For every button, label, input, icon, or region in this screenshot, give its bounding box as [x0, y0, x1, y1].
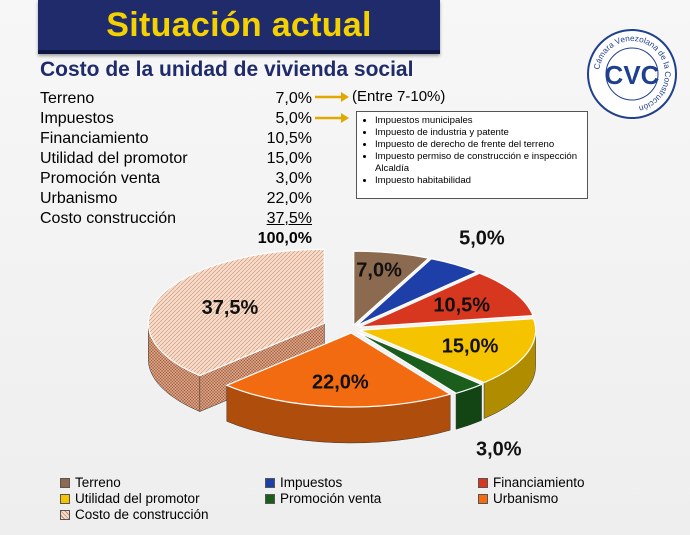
legend-item: Financiamiento [478, 475, 585, 490]
legend-item: Impuestos [265, 475, 342, 490]
pie-data-label: 5,0% [459, 230, 505, 249]
legend-swatch [60, 493, 70, 504]
pie-tops [147, 248, 537, 408]
cost-label: Impuestos [40, 110, 114, 127]
cost-value: 7,0% [275, 90, 312, 107]
pie-data-label: 3,0% [476, 438, 522, 460]
cost-value: 10,5% [266, 130, 312, 147]
cost-label: Utilidad del promotor [40, 150, 188, 167]
tax-item: Impuesto de industria y patente [375, 127, 583, 139]
pie-data-label: 22,0% [312, 372, 369, 394]
page-title: Situación actual [106, 5, 372, 44]
tax-item: Impuesto habitabilidad [375, 175, 583, 187]
cost-row-promocion: Promoción venta 3,0% [40, 170, 312, 190]
legend-item: Terreno [60, 475, 121, 490]
pie-slice-terreno [353, 250, 430, 327]
cost-row-urbanismo: Urbanismo 22,0% [40, 190, 312, 210]
cost-label: Financiamiento [40, 130, 149, 147]
logo-letters: CVC [605, 60, 660, 90]
arrow-right-icon [315, 113, 349, 123]
cvc-logo-icon: Cámara Venezolana de la Construcción CVC [587, 29, 677, 119]
chart-legend: Terreno Impuestos Financiamiento Utilida… [60, 475, 620, 530]
pie-slice-impuestos [356, 258, 479, 327]
terreno-range-note: (Entre 7-10%) [352, 88, 446, 105]
cost-value: 22,0% [266, 190, 312, 207]
cost-label: Costo construcción [40, 210, 177, 227]
pie-slice-financiamiento [358, 272, 534, 328]
legend-label: Terreno [75, 475, 121, 490]
pie-chart: 7,0% 5,0% 10,5% 15,0% 3,0% 22,0% 37,5% [147, 230, 537, 460]
subtitle: Costo de la unidad de vivienda social [40, 58, 414, 81]
pie-data-label: 10,5% [433, 294, 490, 316]
legend-label: Urbanismo [493, 491, 559, 506]
legend-swatch [265, 493, 275, 504]
tax-item: Impuesto permiso de construcción e inspe… [375, 151, 583, 175]
legend-swatch [60, 477, 70, 488]
legend-swatch [265, 477, 275, 488]
legend-label: Impuestos [280, 475, 343, 490]
legend-label: Financiamiento [493, 475, 585, 490]
cost-label: Urbanismo [40, 190, 118, 207]
cost-value: 5,0% [275, 110, 312, 127]
pie-labels: 7,0% 5,0% 10,5% 15,0% 3,0% 22,0% 37,5% [202, 230, 522, 460]
pie-slice-urbanismo [225, 332, 452, 408]
tax-item: Impuesto de derecho de frente del terren… [375, 139, 583, 151]
arrow-right-icon [315, 92, 349, 102]
cost-value: 15,0% [266, 150, 312, 167]
cost-label: Promoción venta [40, 170, 161, 187]
legend-label: Utilidad del promotor [75, 491, 200, 506]
pie-data-label: 15,0% [442, 335, 499, 357]
pie-data-label: 7,0% [356, 259, 402, 281]
legend-swatch [478, 477, 488, 488]
legend-item: Costo de construcción [60, 507, 209, 522]
legend-label: Costo de construcción [75, 507, 209, 522]
legend-label: Promoción venta [280, 491, 382, 506]
cost-row-impuestos: Impuestos 5,0% [40, 110, 312, 130]
cost-row-financiamiento: Financiamiento 10,5% [40, 130, 312, 150]
cost-value: 3,0% [275, 170, 312, 187]
tax-item: Impuestos municipales [375, 115, 583, 127]
cost-row-terreno: Terreno 7,0% [40, 90, 312, 110]
pie-slice-costo-de-construcci-n [147, 248, 325, 377]
cost-row-construccion: Costo construcción 37,5% [40, 210, 312, 230]
cost-total: 100,0% [257, 230, 312, 247]
legend-item: Utilidad del promotor [60, 491, 200, 506]
legend-item: Urbanismo [478, 491, 558, 506]
title-banner: Situación actual [38, 0, 440, 54]
cost-value: 37,5% [266, 210, 312, 227]
pie-data-label: 37,5% [202, 297, 259, 319]
legend-item: Promoción venta [265, 491, 381, 506]
tax-details-box: Impuestos municipales Impuesto de indust… [356, 111, 588, 199]
pie-slice-utilidad-del-promotor [359, 318, 537, 384]
cost-label: Terreno [40, 90, 95, 107]
legend-swatch [60, 509, 70, 520]
tax-list: Impuestos municipales Impuesto de indust… [363, 115, 583, 187]
pie-slice-promoci-n-venta [356, 331, 484, 394]
legend-swatch [478, 493, 488, 504]
cost-row-utilidad: Utilidad del promotor 15,0% [40, 150, 312, 170]
